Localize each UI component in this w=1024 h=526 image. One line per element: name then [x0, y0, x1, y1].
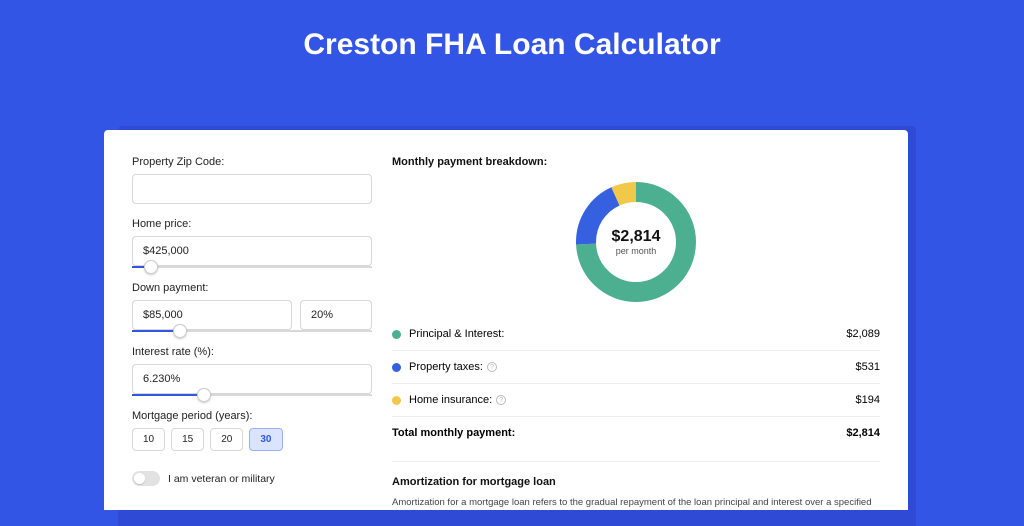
breakdown-total: Total monthly payment: $2,814 — [392, 416, 880, 449]
home-price-slider-thumb[interactable] — [144, 260, 158, 274]
interest-rate-slider[interactable] — [132, 394, 372, 396]
principal-label: Principal & Interest: — [409, 328, 846, 340]
insurance-value: $194 — [856, 394, 880, 406]
principal-label-text: Principal & Interest: — [409, 328, 504, 340]
donut-chart: $2,814 per month — [576, 182, 696, 302]
zip-label: Property Zip Code: — [132, 156, 372, 168]
dot-taxes — [392, 363, 401, 372]
home-price-input[interactable] — [132, 236, 372, 266]
mortgage-period-label: Mortgage period (years): — [132, 410, 372, 422]
mortgage-period-options: 10 15 20 30 — [132, 428, 372, 451]
down-payment-slider-thumb[interactable] — [173, 324, 187, 338]
veteran-toggle-row: I am veteran or military — [132, 471, 372, 486]
down-payment-slider[interactable] — [132, 330, 372, 332]
zip-input[interactable] — [132, 174, 372, 204]
veteran-toggle-label: I am veteran or military — [168, 473, 275, 485]
breakdown-heading: Monthly payment breakdown: — [392, 156, 880, 168]
calculator-card: Property Zip Code: Home price: Down paym… — [104, 130, 908, 510]
home-price-label: Home price: — [132, 218, 372, 230]
home-price-slider[interactable] — [132, 266, 372, 268]
principal-value: $2,089 — [846, 328, 880, 340]
total-label: Total monthly payment: — [392, 427, 846, 439]
breakdown-list: Principal & Interest: $2,089 Property ta… — [392, 318, 880, 449]
breakdown-column: Monthly payment breakdown: $2,814 per mo… — [392, 156, 880, 510]
donut-sub: per month — [616, 246, 657, 256]
down-payment-label: Down payment: — [132, 282, 372, 294]
insurance-label: Home insurance: ? — [409, 394, 856, 406]
dot-insurance — [392, 396, 401, 405]
dot-principal — [392, 330, 401, 339]
veteran-toggle[interactable] — [132, 471, 160, 486]
interest-rate-slider-fill — [132, 394, 204, 396]
breakdown-home-insurance: Home insurance: ? $194 — [392, 383, 880, 416]
info-icon[interactable]: ? — [496, 395, 506, 405]
amortization-text: Amortization for a mortgage loan refers … — [392, 496, 880, 510]
page-title: Creston FHA Loan Calculator — [0, 0, 1024, 80]
donut-center: $2,814 per month — [576, 182, 696, 302]
insurance-label-text: Home insurance: — [409, 394, 492, 406]
breakdown-property-taxes: Property taxes: ? $531 — [392, 350, 880, 383]
interest-rate-label: Interest rate (%): — [132, 346, 372, 358]
down-payment-pct-input[interactable] — [300, 300, 372, 330]
total-value: $2,814 — [846, 427, 880, 439]
interest-rate-slider-thumb[interactable] — [197, 388, 211, 402]
amortization-heading: Amortization for mortgage loan — [392, 476, 880, 488]
taxes-label: Property taxes: ? — [409, 361, 856, 373]
period-btn-30[interactable]: 30 — [249, 428, 282, 451]
info-icon[interactable]: ? — [487, 362, 497, 372]
donut-chart-wrap: $2,814 per month — [392, 176, 880, 318]
period-btn-10[interactable]: 10 — [132, 428, 165, 451]
period-btn-15[interactable]: 15 — [171, 428, 204, 451]
period-btn-20[interactable]: 20 — [210, 428, 243, 451]
amortization-section: Amortization for mortgage loan Amortizat… — [392, 461, 880, 510]
zip-field-group: Property Zip Code: — [132, 156, 372, 204]
down-payment-input[interactable] — [132, 300, 292, 330]
mortgage-period-field-group: Mortgage period (years): 10 15 20 30 — [132, 410, 372, 451]
down-payment-field-group: Down payment: — [132, 282, 372, 332]
taxes-value: $531 — [856, 361, 880, 373]
home-price-field-group: Home price: — [132, 218, 372, 268]
donut-amount: $2,814 — [612, 228, 661, 246]
interest-rate-field-group: Interest rate (%): — [132, 346, 372, 396]
breakdown-principal-interest: Principal & Interest: $2,089 — [392, 318, 880, 350]
taxes-label-text: Property taxes: — [409, 361, 483, 373]
interest-rate-input[interactable] — [132, 364, 372, 394]
form-column: Property Zip Code: Home price: Down paym… — [132, 156, 372, 510]
